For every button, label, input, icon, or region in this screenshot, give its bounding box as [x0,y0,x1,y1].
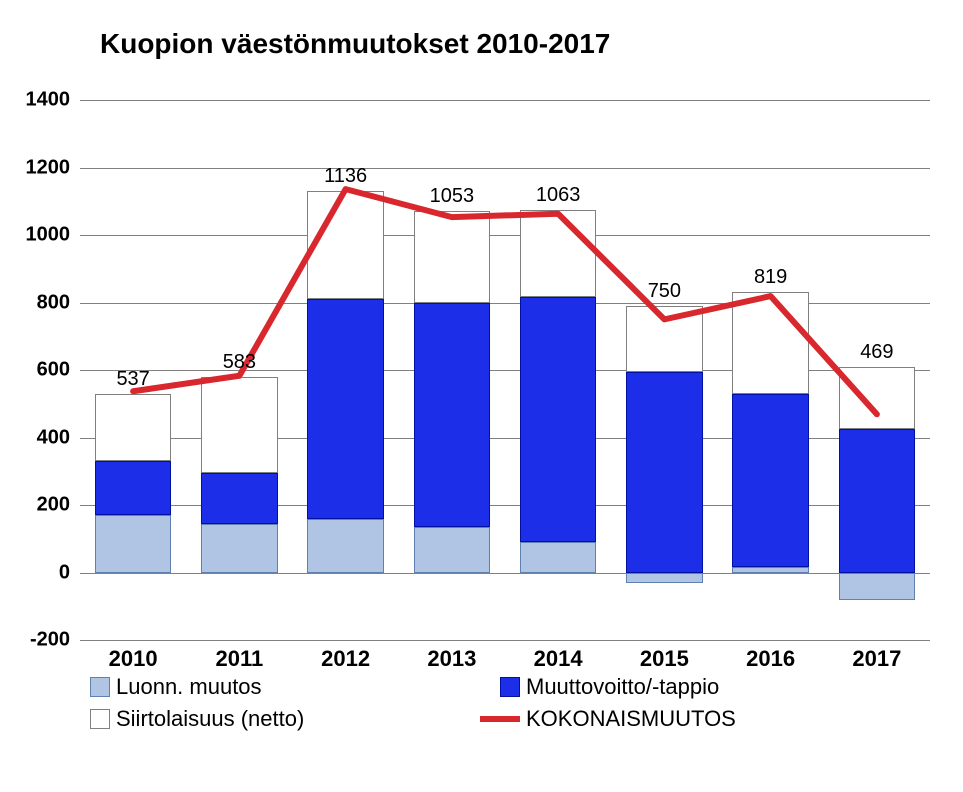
gridline [80,640,930,641]
x-tick-label: 2015 [640,646,689,672]
x-tick-label: 2017 [852,646,901,672]
data-label: 469 [860,341,893,364]
y-tick-label: 800 [37,291,70,314]
legend: Luonn. muutos Muuttovoitto/-tappio Siirtol… [80,670,930,740]
data-label: 1053 [430,185,475,208]
legend-label: Luonn. muutos [116,674,262,700]
legend-swatch [500,677,520,697]
y-tick-label: -200 [30,629,70,652]
x-tick-label: 2010 [109,646,158,672]
legend-line-swatch [480,716,520,722]
y-tick-label: 0 [59,561,70,584]
legend-item-siirtolaisuus: Siirtolaisuus (netto) [90,706,304,732]
legend-item-muuttovoitto: Muuttovoitto/-tappio [500,674,719,700]
chart-title: Kuopion väestönmuutokset 2010-2017 [100,28,610,60]
chart-container: Kuopion väestönmuutokset 2010-2017 -200 0… [0,0,963,792]
legend-swatch [90,677,110,697]
x-tick-label: 2016 [746,646,795,672]
legend-item-luonn_muutos: Luonn. muutos [90,674,262,700]
line-series-kokonaismuutos [80,100,930,640]
x-tick-label: 2014 [534,646,583,672]
legend-label: KOKONAISMUUTOS [526,706,736,732]
legend-item-kokonaismuutos: KOKONAISMUUTOS [480,706,736,732]
data-label: 1063 [536,184,581,207]
y-tick-label: 1200 [26,156,71,179]
x-tick-label: 2012 [321,646,370,672]
y-tick-label: 1400 [26,89,71,112]
y-tick-label: 400 [37,426,70,449]
data-label: 1136 [324,165,367,188]
legend-swatch [90,709,110,729]
data-label: 537 [116,368,149,391]
x-tick-label: 2011 [216,646,264,672]
data-label: 750 [648,280,681,303]
legend-label: Siirtolaisuus (netto) [116,706,304,732]
plot-area: -200020040060080010001200140053758311361… [80,100,930,640]
data-label: 819 [754,266,787,289]
y-tick-label: 200 [37,494,70,517]
legend-label: Muuttovoitto/-tappio [526,674,719,700]
data-label: 583 [223,351,256,374]
y-tick-label: 600 [37,359,70,382]
x-tick-label: 2013 [427,646,476,672]
y-tick-label: 1000 [26,224,71,247]
